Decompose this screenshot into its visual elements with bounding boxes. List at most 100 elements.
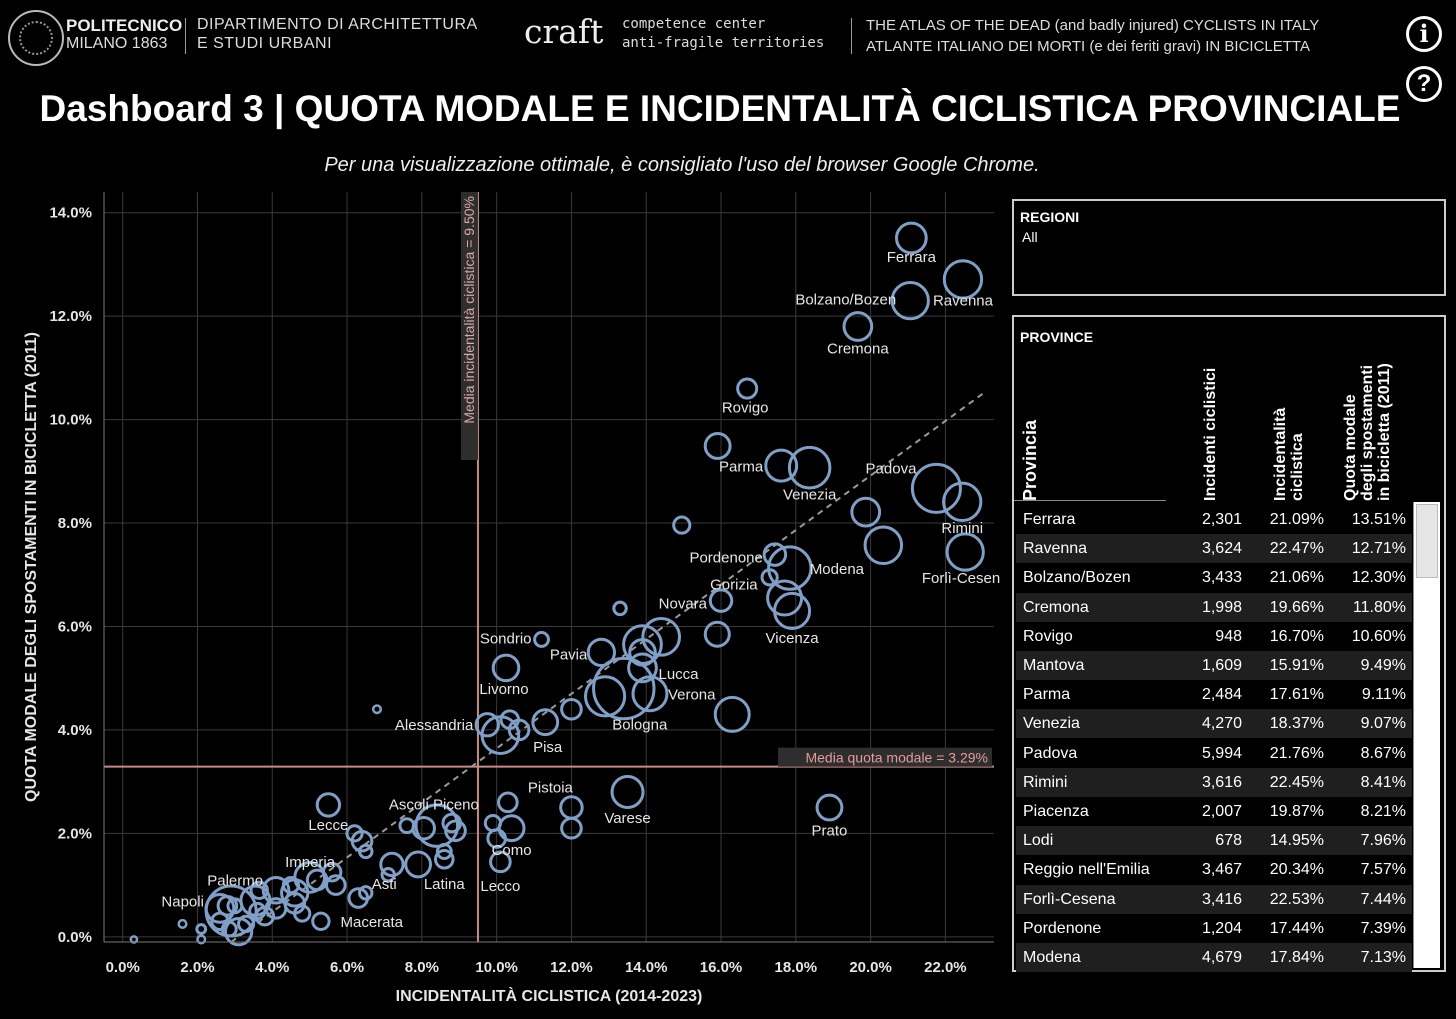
province-point[interactable] [483,813,503,833]
province-point[interactable] [945,532,985,572]
table-row[interactable]: Forlì-Cesena 3,416 22.53% 7.44% [1016,884,1412,914]
province-point[interactable] [890,280,930,321]
province-point[interactable] [293,904,312,923]
info-icon[interactable]: i [1406,16,1442,52]
province-point[interactable] [358,843,374,860]
col-header-3-line[interactable]: in bicicletta (2011) [1376,363,1393,501]
col-header-3-line[interactable]: Quota modale [1342,394,1359,501]
col-header-2-line[interactable]: Incidentalità [1272,407,1289,501]
province-point[interactable] [491,653,521,683]
col-header-provincia[interactable]: Provincia [1020,419,1040,501]
province-point[interactable] [404,850,433,879]
regioni-filter[interactable]: REGIONI All [1012,199,1446,296]
province-point[interactable] [398,817,416,835]
province-point[interactable] [379,851,405,878]
province-point[interactable] [474,712,500,738]
province-point[interactable] [434,848,455,870]
province-point[interactable] [507,718,531,742]
province-point[interactable] [195,923,208,935]
province-point[interactable] [350,829,374,853]
province-point[interactable] [414,803,460,848]
table-row[interactable]: Padova 5,994 21.76% 8.67% [1016,738,1412,768]
province-point[interactable] [787,445,832,490]
province-point[interactable] [560,816,583,840]
province-point[interactable] [280,878,310,908]
province-point[interactable] [345,824,364,843]
table-row[interactable]: Rimini 3,616 22.45% 8.41% [1016,767,1412,797]
province-point[interactable] [842,311,874,342]
province-point[interactable] [910,462,962,514]
province-point[interactable] [894,221,928,255]
table-row[interactable]: Bolzano/Bozen 3,433 21.06% 12.30% [1016,563,1412,593]
province-point[interactable] [444,819,467,843]
province-point[interactable] [610,775,645,809]
province-point[interactable] [204,893,236,924]
table-row[interactable]: Venezia 4,270 18.37% 9.07% [1016,709,1412,739]
table-row[interactable]: Parma 2,484 17.61% 9.11% [1016,680,1412,710]
table-row[interactable]: Pordenone 1,204 17.44% 7.39% [1016,913,1412,943]
table-row[interactable]: Mantova 1,609 15.91% 9.49% [1016,651,1412,680]
province-point[interactable] [586,637,617,667]
province-point[interactable] [560,697,583,721]
province-point[interactable] [631,675,669,713]
province-point[interactable] [713,695,751,733]
province-point[interactable] [497,791,519,814]
table-row[interactable]: Modena 4,679 17.84% 7.13% [1016,943,1412,972]
province-point[interactable] [489,850,512,874]
province-point[interactable] [627,652,658,684]
province-point[interactable] [764,448,799,483]
province-point[interactable] [583,675,627,718]
table-row[interactable]: Ferrara 2,301 21.09% 13.51% [1016,505,1412,534]
province-point[interactable] [942,259,984,300]
province-point[interactable] [762,542,788,567]
province-point[interactable] [480,715,521,755]
table-scroll-thumb[interactable] [1416,504,1438,578]
table-row[interactable]: Piacenza 2,007 19.87% 8.21% [1016,797,1412,826]
province-point[interactable] [497,814,526,843]
province-point[interactable] [592,656,656,721]
col-header-3-line[interactable]: degli spostamenti [1359,364,1376,501]
province-point[interactable] [672,515,692,535]
province-point[interactable] [435,843,453,860]
province-point[interactable] [703,432,732,460]
table-row[interactable]: Rovigo 948 16.70% 10.60% [1016,621,1412,651]
table-row[interactable]: Cremona 1,998 19.66% 11.80% [1016,592,1412,622]
table-row[interactable]: Reggio nell'Emilia 3,467 20.34% 7.57% [1016,855,1412,885]
province-point[interactable] [264,897,288,920]
province-point[interactable] [216,894,239,917]
province-point[interactable] [767,545,813,591]
province-point[interactable] [641,616,682,657]
province-point[interactable] [371,704,383,715]
province-point[interactable] [942,481,983,522]
province-point[interactable] [315,792,342,818]
col-header-1-line[interactable]: Incidenti ciclistici [1202,367,1219,501]
province-point[interactable] [196,934,207,945]
col-header-2-line[interactable]: ciclistica [1289,433,1306,501]
province-point[interactable] [261,875,291,905]
province-point[interactable] [766,579,804,617]
province-point[interactable] [358,885,374,901]
province-point[interactable] [612,600,628,617]
help-icon[interactable]: ? [1406,66,1442,102]
province-point[interactable] [380,867,396,883]
province-point[interactable] [531,708,560,737]
province-point[interactable] [311,911,331,932]
province-point[interactable] [736,377,759,400]
province-point[interactable] [533,630,550,648]
province-point[interactable] [703,620,731,648]
province-point[interactable] [223,917,254,947]
province-point[interactable] [863,525,904,566]
province-point[interactable] [177,918,188,929]
province-point[interactable] [760,568,779,587]
province-point[interactable] [129,935,139,944]
province-point[interactable] [815,793,844,822]
province-point[interactable] [773,591,812,631]
table-scrollbar[interactable] [1413,502,1440,968]
province-point[interactable] [486,828,507,849]
province-point[interactable] [708,588,734,613]
table-row[interactable]: Lodi 678 14.95% 7.96% [1016,826,1412,856]
province-point[interactable] [850,496,882,528]
regioni-filter-value[interactable]: All [1022,229,1038,245]
table-row[interactable]: Ravenna 3,624 22.47% 12.71% [1016,534,1412,564]
province-point[interactable] [237,914,256,933]
